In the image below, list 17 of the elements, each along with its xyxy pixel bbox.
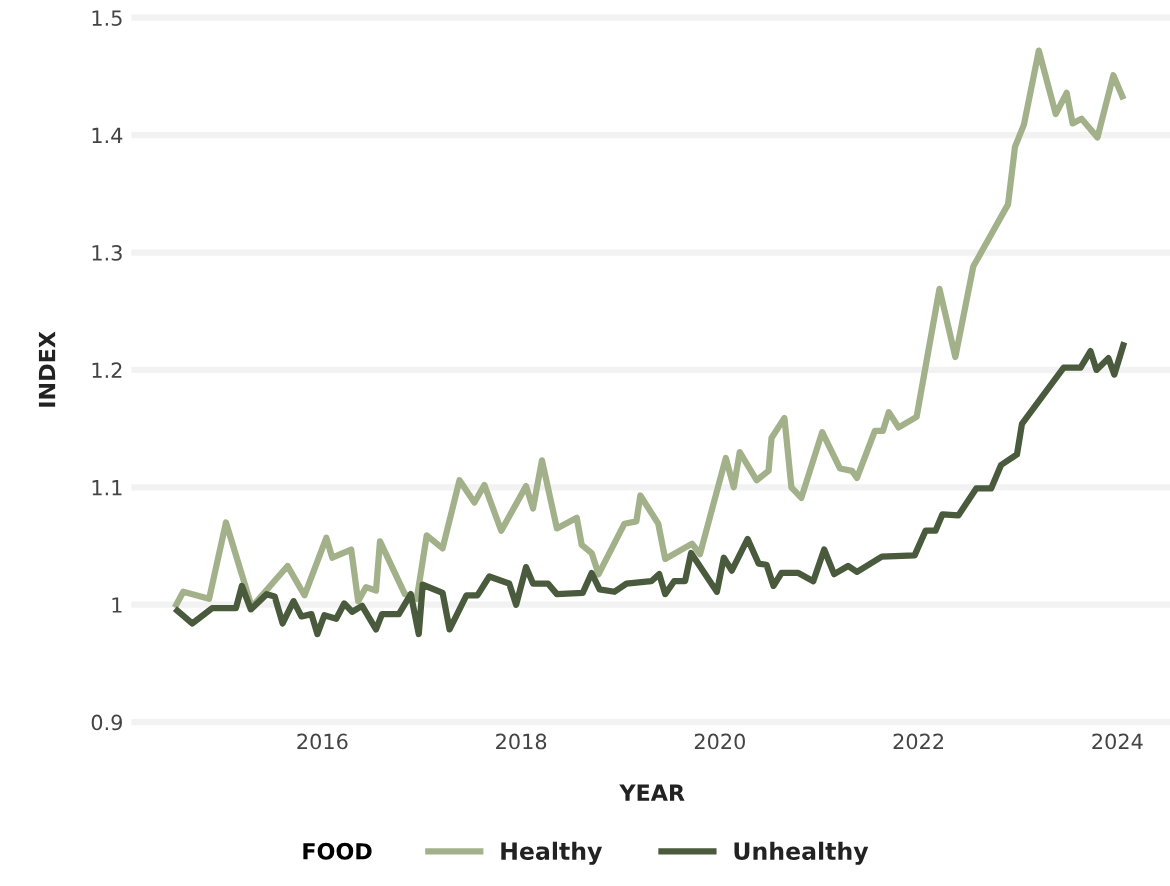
y-tick-label: 1 xyxy=(112,597,122,613)
legend-label: Unhealthy xyxy=(734,841,869,865)
legend-label: Healthy xyxy=(501,841,603,865)
x-tick-label: 2022 xyxy=(893,733,944,750)
x-tick-label: 2016 xyxy=(297,733,348,750)
x-tick-label: 2020 xyxy=(694,733,745,750)
y-axis-title: INDEX xyxy=(38,331,56,407)
y-tick-label: 0.9 xyxy=(91,714,122,731)
y-tick-label: 1.2 xyxy=(92,362,122,378)
y-tick-label: 1.1 xyxy=(92,480,122,496)
y-tick-label: 1.4 xyxy=(92,127,123,144)
y-tick-label: 1.3 xyxy=(92,244,122,261)
legend-title: FOOD xyxy=(303,842,372,860)
x-axis-title: YEAR xyxy=(619,784,685,801)
y-tick-label: 1.5 xyxy=(92,10,122,26)
x-tick-label: 2018 xyxy=(496,733,547,750)
x-tick-label: 2024 xyxy=(1092,733,1143,750)
